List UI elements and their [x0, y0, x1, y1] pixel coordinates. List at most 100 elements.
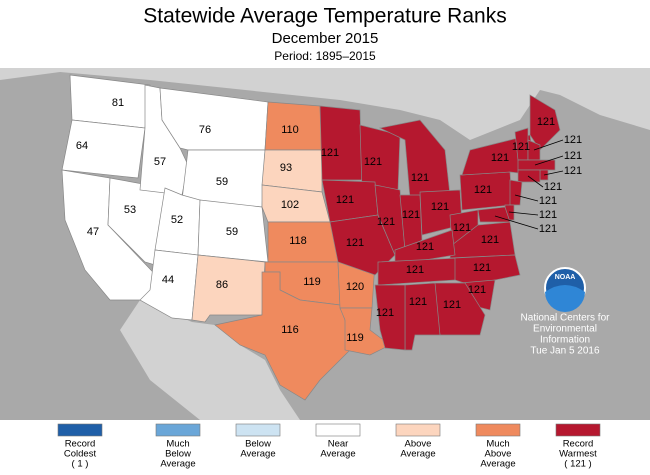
- legend-label: Much: [166, 439, 189, 450]
- state: [339, 307, 391, 356]
- state: [61, 119, 146, 179]
- state: [517, 169, 541, 183]
- period: Period: 1895–2015: [274, 49, 376, 63]
- states: [61, 74, 561, 401]
- state: [319, 105, 363, 181]
- state-rank: 64: [76, 140, 88, 152]
- leader-line: [543, 170, 564, 176]
- legend-swatch: [57, 423, 103, 437]
- leader-line: [508, 211, 539, 216]
- state-rank: 121: [346, 237, 364, 249]
- state-rank: 121: [564, 134, 582, 146]
- state-rank: 121: [512, 141, 530, 153]
- state-rank: 81: [112, 97, 124, 109]
- credit-line: National Centers for: [521, 313, 611, 324]
- state-rank: 121: [537, 116, 555, 128]
- legend-label: Above: [485, 449, 512, 460]
- logo-text: NOAA: [555, 274, 576, 281]
- legend-swatch: [555, 423, 601, 437]
- state: [191, 254, 266, 323]
- state-rank: 110: [281, 124, 299, 136]
- leader-line: [534, 155, 564, 166]
- legend-label: Below: [165, 449, 191, 460]
- state: [477, 206, 511, 223]
- legend-label: Average: [320, 449, 355, 460]
- state-rank: 57: [154, 156, 166, 168]
- legend-label: Record: [65, 439, 96, 450]
- state-rank: 121: [321, 147, 339, 159]
- state: [399, 194, 423, 251]
- state-rank: 93: [280, 162, 292, 174]
- legend-label: Average: [480, 459, 515, 470]
- leader-line: [494, 215, 539, 230]
- state-rank: 121: [443, 299, 461, 311]
- state-rank: 121: [539, 195, 557, 207]
- state-rank: 44: [162, 274, 174, 286]
- state-rank: 121: [402, 209, 420, 221]
- legend-label: Average: [240, 449, 275, 460]
- state-rank: 121: [539, 223, 557, 235]
- leader-line: [533, 139, 564, 151]
- legend-label: Much: [486, 439, 509, 450]
- legend-swatch: [235, 423, 281, 437]
- state-rank: 121: [564, 150, 582, 162]
- state-rank: 121: [474, 184, 492, 196]
- state-rank: 118: [289, 235, 307, 247]
- state: [509, 179, 523, 206]
- state-rank: 119: [303, 276, 321, 288]
- state-rank: 121: [453, 222, 471, 234]
- state-rank: 121: [406, 264, 424, 276]
- state-rank: 52: [171, 214, 183, 226]
- state: [214, 271, 351, 401]
- legend-label: ( 1 ): [72, 459, 89, 470]
- state-rank: 76: [199, 124, 211, 136]
- state-rank: 47: [87, 226, 99, 238]
- legend-label: Near: [328, 439, 349, 450]
- mexico: [120, 300, 300, 420]
- credit-line: Information: [540, 335, 590, 346]
- legend-label: Above: [405, 439, 432, 450]
- leader-line: [514, 194, 539, 202]
- state-rank: 121: [468, 284, 486, 296]
- state-rank: 121: [539, 209, 557, 221]
- state-rank: 121: [416, 241, 434, 253]
- state-rank: 121: [491, 152, 509, 164]
- state: [374, 284, 406, 351]
- canada: [0, 68, 650, 140]
- state-rank: 121: [409, 296, 427, 308]
- state-rank: 59: [226, 226, 238, 238]
- state-rank: 121: [336, 194, 354, 206]
- state-rank: 119: [346, 332, 364, 344]
- state-rank: 59: [216, 176, 228, 188]
- state-rank: 121: [364, 156, 382, 168]
- state: [394, 229, 456, 266]
- legend-swatch: [395, 423, 441, 437]
- state: [517, 159, 556, 171]
- state-rank: 121: [411, 172, 429, 184]
- title: Statewide Average Temperature Ranks: [143, 5, 506, 28]
- state-rank: 121: [481, 234, 499, 246]
- state-rank: 121: [376, 307, 394, 319]
- leader-line: [527, 175, 544, 188]
- state: [529, 94, 561, 151]
- legend-label: Warmest: [559, 449, 597, 460]
- legend-swatch: [475, 423, 521, 437]
- noaa-logo: NOAA: [544, 267, 586, 312]
- legend-label: Average: [400, 449, 435, 460]
- state-rank: 121: [431, 201, 449, 213]
- state-rank: 120: [346, 281, 364, 293]
- legend-label: Coldest: [64, 449, 97, 460]
- state-rank: 86: [216, 279, 228, 291]
- credit: National Centers forEnvironmentalInforma…: [521, 313, 611, 357]
- legend-swatch: [315, 423, 361, 437]
- subtitle: December 2015: [272, 30, 379, 47]
- legend-swatch: [155, 423, 201, 437]
- state-rank: 102: [281, 199, 299, 211]
- logo-wave: [545, 285, 585, 312]
- state-rank: 121: [473, 262, 491, 274]
- state-rank: 121: [564, 165, 582, 177]
- credit-line: Tue Jan 5 2016: [530, 346, 600, 357]
- state-rank: 121: [544, 181, 562, 193]
